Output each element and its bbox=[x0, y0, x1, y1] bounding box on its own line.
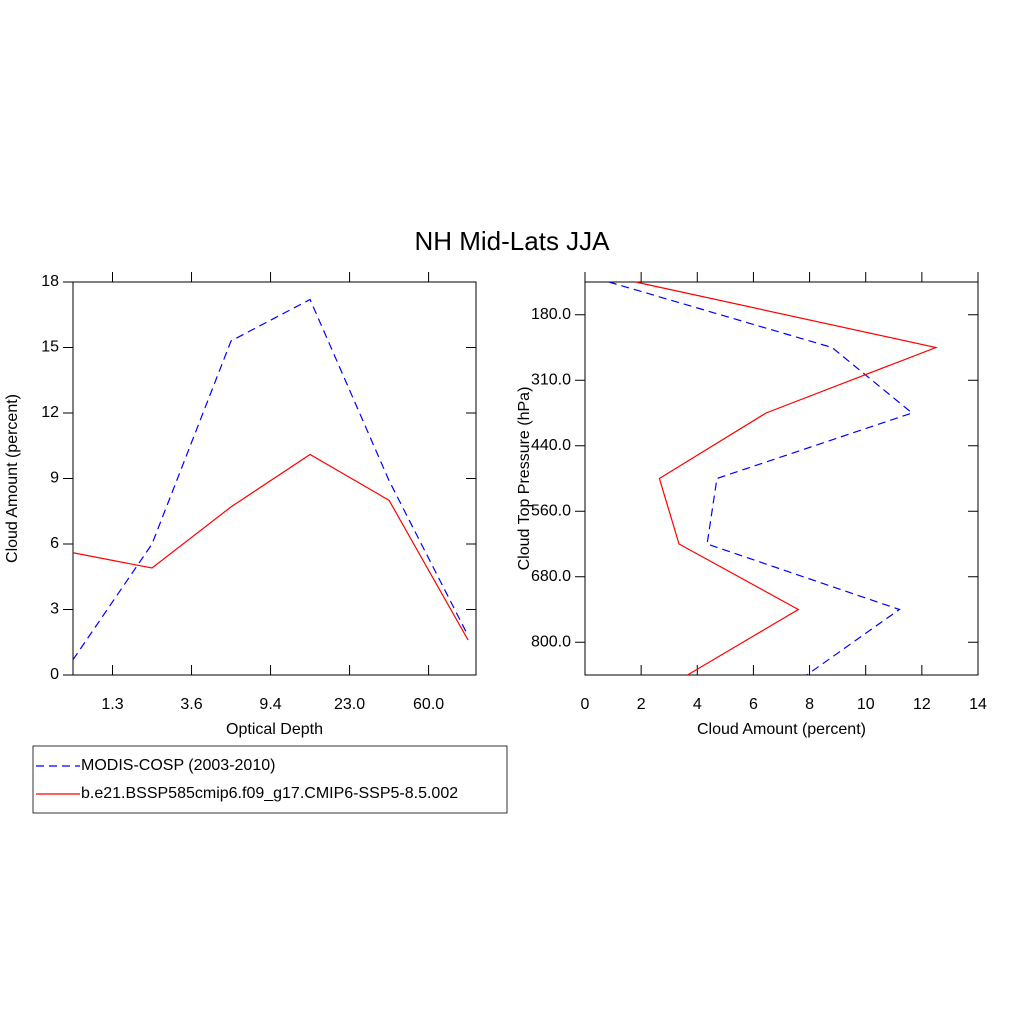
x-axis-label: Cloud Amount (percent) bbox=[697, 721, 866, 738]
x-tick-label: 12 bbox=[913, 696, 931, 713]
y-tick-label: 440.0 bbox=[531, 437, 571, 454]
x-tick-label: 60.0 bbox=[413, 696, 444, 713]
x-tick-label: 8 bbox=[805, 696, 814, 713]
plot-frame bbox=[584, 281, 979, 676]
x-tick-label: 1.3 bbox=[101, 696, 123, 713]
x-tick-label: 14 bbox=[969, 696, 987, 713]
series-line bbox=[635, 281, 938, 676]
x-axis-label: Optical Depth bbox=[226, 721, 323, 738]
y-tick-label: 15 bbox=[41, 339, 59, 356]
y-tick-label: 12 bbox=[41, 404, 59, 421]
legend-label: b.e21.BSSP585cmip6.f09_g17.CMIP6-SSP5-8.… bbox=[81, 785, 458, 802]
legend-box bbox=[32, 745, 508, 814]
x-tick-label: 0 bbox=[581, 696, 590, 713]
y-tick-label: 6 bbox=[50, 535, 59, 552]
chart-title: NH Mid-Lats JJA bbox=[414, 226, 610, 256]
x-tick-label: 23.0 bbox=[334, 696, 365, 713]
y-tick-label: 0 bbox=[50, 666, 59, 683]
legend-label: MODIS-COSP (2003-2010) bbox=[81, 757, 275, 774]
y-tick-label: 18 bbox=[41, 273, 59, 290]
y-tick-label: 3 bbox=[50, 601, 59, 618]
y-tick-label: 9 bbox=[50, 470, 59, 487]
y-axis-label: Cloud Top Pressure (hPa) bbox=[516, 387, 533, 571]
x-tick-label: 2 bbox=[637, 696, 646, 713]
x-tick-label: 4 bbox=[693, 696, 702, 713]
x-tick-label: 6 bbox=[749, 696, 758, 713]
series-line bbox=[72, 453, 469, 641]
y-tick-label: 180.0 bbox=[531, 306, 571, 323]
y-axis-label: Cloud Amount (percent) bbox=[4, 394, 21, 563]
y-tick-label: 680.0 bbox=[531, 568, 571, 585]
series-line bbox=[608, 281, 914, 676]
y-tick-label: 560.0 bbox=[531, 502, 571, 519]
y-tick-label: 800.0 bbox=[531, 633, 571, 650]
y-tick-label: 310.0 bbox=[531, 371, 571, 388]
x-tick-label: 3.6 bbox=[180, 696, 202, 713]
x-tick-label: 9.4 bbox=[259, 696, 281, 713]
series-line bbox=[72, 298, 469, 661]
x-tick-label: 10 bbox=[857, 696, 875, 713]
